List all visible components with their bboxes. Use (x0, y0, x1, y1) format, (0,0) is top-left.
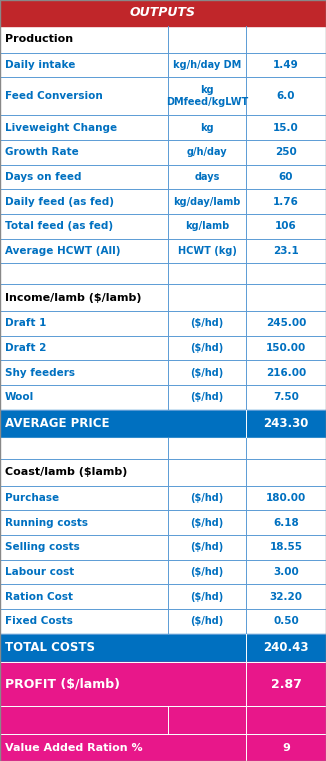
Text: ($/hd): ($/hd) (190, 517, 224, 527)
Text: 6.18: 6.18 (273, 517, 299, 527)
Text: 106: 106 (275, 221, 297, 231)
Bar (0, 559, 326, 584)
Text: Total feed (as fed): Total feed (as fed) (5, 221, 113, 231)
Text: Purchase: Purchase (5, 493, 59, 503)
Text: Fixed Costs: Fixed Costs (5, 616, 73, 626)
Bar (0, 706, 326, 734)
Bar (0, 459, 326, 486)
Bar (0, 214, 326, 239)
Bar (0, 78, 326, 115)
Bar (0, 239, 326, 263)
Bar (0, 609, 326, 634)
Text: AVERAGE PRICE: AVERAGE PRICE (5, 417, 110, 431)
Text: ($/hd): ($/hd) (190, 543, 224, 552)
Text: Draft 1: Draft 1 (5, 318, 46, 328)
Bar (0, 438, 326, 459)
Bar (0, 53, 326, 78)
Text: 240.43: 240.43 (263, 642, 309, 654)
Text: kg/day/lamb: kg/day/lamb (173, 196, 241, 207)
Text: Liveweight Change: Liveweight Change (5, 123, 117, 132)
Text: days: days (194, 172, 220, 182)
Text: ($/hd): ($/hd) (190, 567, 224, 577)
Text: ($/hd): ($/hd) (190, 393, 224, 403)
Text: OUTPUTS: OUTPUTS (130, 7, 196, 20)
Bar (0, 311, 326, 336)
Bar (0, 662, 326, 706)
Text: 32.20: 32.20 (270, 592, 303, 602)
Bar (0, 535, 326, 559)
Text: PROFIT ($/lamb): PROFIT ($/lamb) (5, 677, 120, 690)
Text: kg: kg (200, 123, 214, 132)
Bar (0, 511, 326, 535)
Bar (0, 263, 326, 285)
Text: Growth Rate: Growth Rate (5, 148, 79, 158)
Text: 150.00: 150.00 (266, 343, 306, 353)
Bar (0, 360, 326, 385)
Text: Coast/lamb ($lamb): Coast/lamb ($lamb) (5, 467, 127, 477)
Text: Shy feeders: Shy feeders (5, 368, 75, 377)
Bar (0, 409, 326, 438)
Bar (0, 164, 326, 189)
Text: 60: 60 (279, 172, 293, 182)
Text: ($/hd): ($/hd) (190, 343, 224, 353)
Bar (0, 634, 326, 662)
Text: Ration Cost: Ration Cost (5, 592, 73, 602)
Bar (0, 486, 326, 511)
Text: 7.50: 7.50 (273, 393, 299, 403)
Bar (0, 140, 326, 164)
Text: TOTAL COSTS: TOTAL COSTS (5, 642, 95, 654)
Text: ($/hd): ($/hd) (190, 616, 224, 626)
Text: 23.1: 23.1 (273, 246, 299, 256)
Text: Value Added Ration %: Value Added Ration % (5, 743, 143, 753)
Text: Daily intake: Daily intake (5, 60, 75, 70)
Text: 216.00: 216.00 (266, 368, 306, 377)
Text: ($/hd): ($/hd) (190, 368, 224, 377)
Bar (0, 26, 326, 53)
Text: Average HCWT (All): Average HCWT (All) (5, 246, 121, 256)
Text: 250: 250 (275, 148, 297, 158)
Text: 2.87: 2.87 (271, 677, 302, 690)
Text: g/h/day: g/h/day (187, 148, 227, 158)
Text: HCWT (kg): HCWT (kg) (178, 246, 236, 256)
Text: ($/hd): ($/hd) (190, 592, 224, 602)
Text: 243.30: 243.30 (263, 417, 309, 431)
Bar (0, 115, 326, 140)
Text: Income/lamb ($/lamb): Income/lamb ($/lamb) (5, 292, 141, 303)
Text: Labour cost: Labour cost (5, 567, 74, 577)
Text: kg
DMfeed/kgLWT: kg DMfeed/kgLWT (166, 85, 248, 107)
Bar (0, 285, 326, 311)
Text: kg/h/day DM: kg/h/day DM (173, 60, 241, 70)
Text: Wool: Wool (5, 393, 34, 403)
Bar (0, 584, 326, 609)
Text: Production: Production (5, 34, 73, 44)
Text: 3.00: 3.00 (273, 567, 299, 577)
Text: 9: 9 (282, 743, 290, 753)
Text: 18.55: 18.55 (270, 543, 303, 552)
Text: 1.76: 1.76 (273, 196, 299, 207)
Text: 1.49: 1.49 (273, 60, 299, 70)
Text: Running costs: Running costs (5, 517, 88, 527)
Bar (0, 336, 326, 360)
Text: Feed Conversion: Feed Conversion (5, 91, 103, 101)
Bar (0, 385, 326, 409)
Text: kg/lamb: kg/lamb (185, 221, 229, 231)
Text: Days on feed: Days on feed (5, 172, 82, 182)
Bar (0, 189, 326, 214)
Text: ($/hd): ($/hd) (190, 318, 224, 328)
Text: 0.50: 0.50 (273, 616, 299, 626)
Text: 245.00: 245.00 (266, 318, 306, 328)
Text: 6.0: 6.0 (277, 91, 295, 101)
Text: ($/hd): ($/hd) (190, 493, 224, 503)
Text: 180.00: 180.00 (266, 493, 306, 503)
Text: 15.0: 15.0 (273, 123, 299, 132)
Text: Selling costs: Selling costs (5, 543, 80, 552)
Text: Draft 2: Draft 2 (5, 343, 46, 353)
Text: Daily feed (as fed): Daily feed (as fed) (5, 196, 114, 207)
Bar (0, 734, 326, 761)
Bar (0, 0, 326, 26)
